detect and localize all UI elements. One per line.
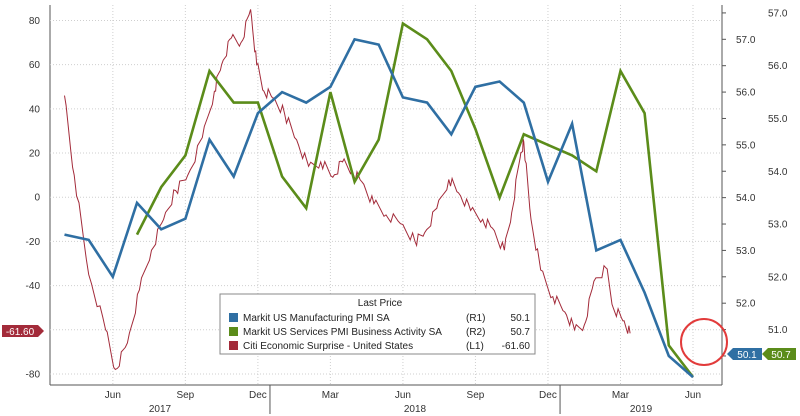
legend-box xyxy=(219,293,536,355)
right-tick-label: 54.0 xyxy=(768,167,788,178)
legend: Last Price Markit US Manufacturing PMI S… xyxy=(219,293,536,355)
series-line-citi xyxy=(64,9,631,371)
right-tick-label: 57.0 xyxy=(768,8,788,19)
legend-swatch-services xyxy=(229,327,238,336)
left-tick-label: 20 xyxy=(29,149,41,160)
last-value-tag-services: 50.7 xyxy=(762,348,796,361)
x-tick-label: Jun xyxy=(395,390,411,401)
x-tick-label: Dec xyxy=(249,390,267,401)
highlight-circle xyxy=(680,318,728,366)
series-line-manufacturing xyxy=(64,37,694,379)
x-tick-label: Jun xyxy=(105,390,121,401)
last-value-tag-left: -61.60 xyxy=(2,325,44,338)
last-value-manufacturing-text: 50.1 xyxy=(737,350,757,361)
x-tick-label: Sep xyxy=(467,390,485,401)
legend-axis-manufacturing: (R1) xyxy=(466,313,485,324)
legend-title: Last Price xyxy=(358,298,403,309)
x-tick-label: Dec xyxy=(539,390,557,401)
right-axis: 57.0 57.0 56.0 56.0 55.0 55.0 54.0 54.0 53.0 53.0… xyxy=(722,8,788,362)
right-tick-label: 53.0 xyxy=(768,220,788,231)
x-tick-label: Jun xyxy=(685,390,701,401)
right-tick-label: 56.0 xyxy=(736,88,756,99)
right-tick-label: 52.0 xyxy=(768,272,788,283)
last-value-tag-manufacturing: 50.1 xyxy=(727,348,762,361)
year-label: 2017 xyxy=(149,404,172,415)
legend-value-citi: -61.60 xyxy=(502,341,531,352)
year-label: 2018 xyxy=(404,404,427,415)
right-tick-label: 53.0 xyxy=(736,246,756,257)
left-tick-label: -80 xyxy=(26,369,41,380)
left-tick-label: 40 xyxy=(29,104,41,115)
year-label: 2019 xyxy=(630,404,653,415)
legend-label-citi: Citi Economic Surprise - United States xyxy=(243,341,413,352)
legend-swatch-manufacturing xyxy=(229,313,238,322)
grid-lines xyxy=(49,5,723,386)
legend-value-services: 50.7 xyxy=(511,327,531,338)
legend-swatch-citi xyxy=(229,341,238,350)
x-tick-label: Sep xyxy=(176,390,194,401)
x-tick-label: Mar xyxy=(612,390,630,401)
legend-axis-citi: (L1) xyxy=(466,341,484,352)
left-tick-label: 60 xyxy=(29,60,41,71)
right-tick-label: 54.0 xyxy=(736,193,756,204)
right-tick-label: 52.0 xyxy=(736,299,756,310)
left-tick-label: -20 xyxy=(26,237,41,248)
right-tick-label: 55.0 xyxy=(768,114,788,125)
last-value-services-text: 50.7 xyxy=(771,350,791,361)
legend-label-manufacturing: Markit US Manufacturing PMI SA xyxy=(243,313,390,324)
left-tick-label: -40 xyxy=(26,281,41,292)
legend-value-manufacturing: 50.1 xyxy=(511,313,531,324)
right-tick-label: 55.0 xyxy=(736,140,756,151)
x-tick-label: Mar xyxy=(322,390,340,401)
last-value-left-text: -61.60 xyxy=(6,327,35,338)
right-tick-label: 56.0 xyxy=(768,61,788,72)
legend-axis-services: (R2) xyxy=(466,327,485,338)
series-lines xyxy=(64,9,695,379)
legend-label-services: Markit US Services PMI Business Activity… xyxy=(243,327,442,338)
left-tick-label: 0 xyxy=(34,193,40,204)
right-tick-label: 57.0 xyxy=(736,35,756,46)
right-tick-label: 51.0 xyxy=(768,325,788,336)
series-line-services xyxy=(135,21,695,378)
x-axis: Jun Sep Dec Mar Jun Sep Dec Mar Jun 2017 2018 2019 xyxy=(105,385,701,415)
left-tick-label: 80 xyxy=(29,16,41,27)
